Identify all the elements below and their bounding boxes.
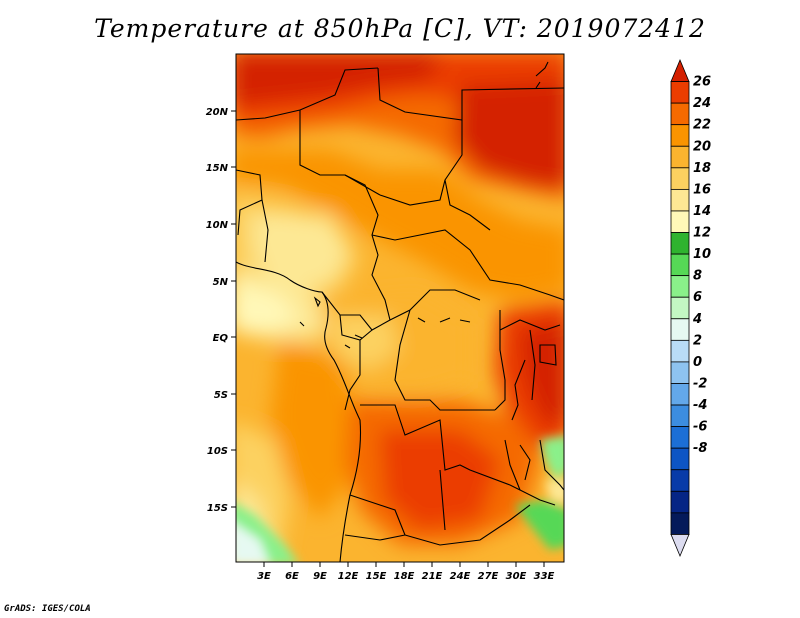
colorbar-label: 24: [693, 96, 711, 111]
lat-tick-label: 20N: [206, 107, 229, 118]
country-borders: [236, 61, 564, 562]
lon-tick-label: 33E: [534, 571, 555, 582]
colorbar-label: 0: [693, 355, 702, 370]
lat-tick-label: 15S: [207, 503, 228, 514]
lon-tick-label: 3E: [257, 571, 271, 582]
colorbar-label: 16: [693, 182, 711, 197]
colorbar-segment: [670, 490, 690, 514]
lon-tick-label: 12E: [338, 571, 359, 582]
lat-axis: 20N 15N 10N 5N EQ 5S 10S 15S: [206, 107, 229, 514]
colorbar-label: 2: [693, 333, 702, 348]
colorbar-segment: [670, 167, 690, 190]
colorbar-segment: [670, 426, 690, 449]
colorbar-segment: [670, 339, 690, 363]
colorbar-label: -8: [693, 441, 707, 456]
temperature-field: [236, 54, 564, 562]
lon-tick-label: 9E: [313, 571, 327, 582]
colorbar-segment: [670, 232, 690, 255]
colorbar-label: 18: [693, 161, 711, 176]
chart-title: Temperature at 850hPa [C], VT: 201907241…: [94, 14, 706, 43]
colorbar-label: 26: [693, 75, 711, 90]
colorbar-label: 8: [693, 269, 702, 284]
lon-tick-label: 24E: [450, 571, 471, 582]
colorbar-label: 6: [693, 290, 702, 305]
colorbar-segment: [670, 253, 690, 277]
colorbar-segment: [670, 102, 690, 126]
lat-tick-label: EQ: [213, 333, 229, 344]
lon-tick-label: 27E: [478, 571, 499, 582]
lon-tick-label: 21E: [422, 571, 443, 582]
lat-tick-label: 10S: [207, 446, 228, 457]
colorbar-segment: [670, 469, 690, 492]
colorbar-label: -6: [693, 420, 707, 435]
lat-tick-label: 5S: [214, 390, 228, 401]
colorbar-segment: [670, 145, 690, 169]
colorbar-label: -4: [693, 398, 707, 413]
colorbar-segment: [670, 81, 690, 104]
colorbar-label: 22: [693, 118, 711, 133]
lon-tick-label: 18E: [394, 571, 415, 582]
colorbar-segment: [670, 210, 690, 233]
lon-tick-label: 15E: [366, 571, 387, 582]
colorbar-segment: [670, 275, 690, 298]
colorbar-label: -2: [693, 376, 707, 391]
colorbar-segment: [670, 296, 690, 320]
colorbar-segment: [670, 188, 690, 212]
colorbar-segment: [670, 58, 690, 82]
colorbar-label: 10: [693, 247, 711, 262]
colorbar-segment: [670, 383, 690, 406]
colorbar-segment: [670, 361, 690, 384]
lon-tick-label: 6E: [285, 571, 299, 582]
lon-axis: 3E 6E 9E 12E 15E 18E 21E 24E 27E 30E 33E: [257, 571, 554, 582]
colorbar-segment: [670, 534, 690, 558]
colorbar-label: 20: [693, 139, 711, 154]
colorbar-label: 14: [693, 204, 711, 219]
colorbar-segment: [670, 447, 690, 471]
colorbar-segment: [670, 318, 690, 341]
lat-tick-label: 15N: [206, 163, 229, 174]
lon-tick-label: 30E: [506, 571, 527, 582]
footer-credit: GrADS: IGES/COLA: [4, 604, 91, 614]
lat-tick-label: 10N: [206, 220, 229, 231]
colorbar-label: 12: [693, 226, 711, 241]
lat-tick-label: 5N: [213, 277, 229, 288]
colorbar-label: 4: [692, 312, 702, 327]
colorbar-segment: [670, 512, 690, 535]
colorbar-segment: [670, 124, 690, 147]
map-frame: [235, 53, 565, 563]
colorbar-segment: [670, 404, 690, 428]
axis-ticks: [231, 110, 545, 567]
